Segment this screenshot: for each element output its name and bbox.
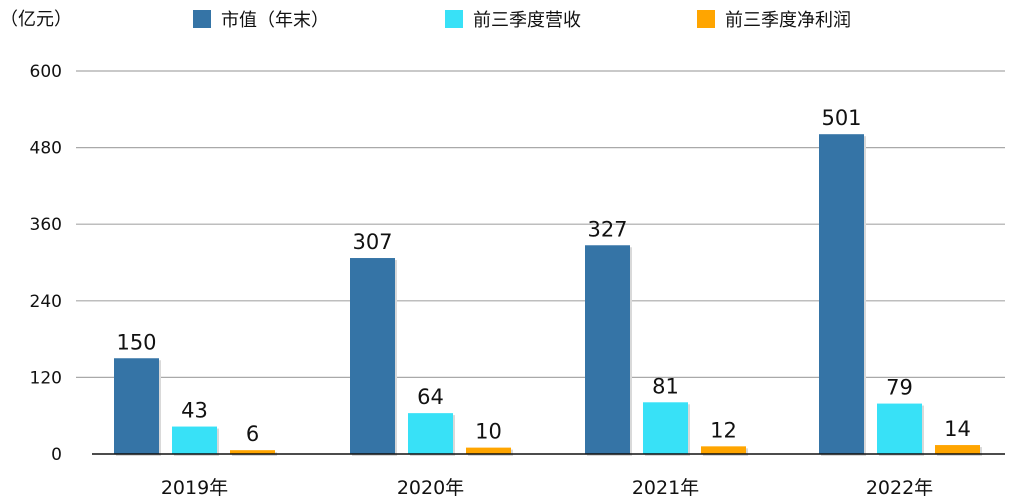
data-label: 81	[652, 374, 679, 398]
x-category-label: 2022年	[866, 477, 933, 499]
data-label: 14	[944, 417, 971, 441]
legend-label: 前三季度营收	[473, 10, 581, 31]
bars	[114, 134, 982, 456]
bar	[350, 258, 395, 454]
data-label: 10	[475, 420, 502, 444]
y-tick-label: 600	[30, 62, 62, 82]
legend-swatch	[697, 10, 715, 28]
data-label: 307	[352, 230, 392, 254]
y-tick-label: 240	[30, 292, 62, 312]
bar	[172, 426, 217, 454]
y-tick-label: 360	[30, 215, 62, 235]
data-label: 501	[821, 106, 861, 130]
bar	[701, 446, 746, 454]
bar	[408, 413, 453, 454]
legend-swatch	[193, 10, 211, 28]
bar	[466, 447, 511, 454]
data-label: 6	[246, 422, 259, 446]
legend: 市值（年末） 前三季度营收 前三季度净利润	[193, 10, 851, 31]
y-axis-ticks: 0 120 240 360 480 600	[30, 62, 62, 465]
bar	[935, 445, 980, 454]
bar	[643, 402, 688, 454]
x-category-label: 2020年	[397, 477, 464, 499]
bar	[230, 450, 275, 454]
data-label: 79	[886, 376, 913, 400]
data-label: 327	[587, 217, 627, 241]
data-label: 150	[116, 330, 156, 354]
bar	[819, 134, 864, 454]
x-axis-category-labels: 2019年 2020年 2021年 2022年	[161, 477, 933, 499]
x-category-label: 2019年	[161, 477, 228, 499]
y-axis-unit-label: （亿元）	[0, 9, 72, 30]
bar	[585, 245, 630, 454]
bar	[877, 403, 922, 454]
data-label: 12	[710, 418, 737, 442]
y-tick-label: 480	[30, 139, 62, 159]
data-label: 64	[417, 385, 444, 409]
legend-label: 市值（年末）	[221, 10, 329, 31]
y-tick-label: 0	[51, 445, 62, 465]
data-labels: 150 43 6 307 64 10 327 81 12 501 79 14	[116, 106, 970, 446]
y-tick-label: 120	[30, 368, 62, 388]
legend-swatch	[445, 10, 463, 28]
data-label: 43	[181, 399, 208, 423]
bar	[114, 358, 159, 454]
x-category-label: 2021年	[632, 477, 699, 499]
legend-label: 前三季度净利润	[725, 10, 851, 31]
